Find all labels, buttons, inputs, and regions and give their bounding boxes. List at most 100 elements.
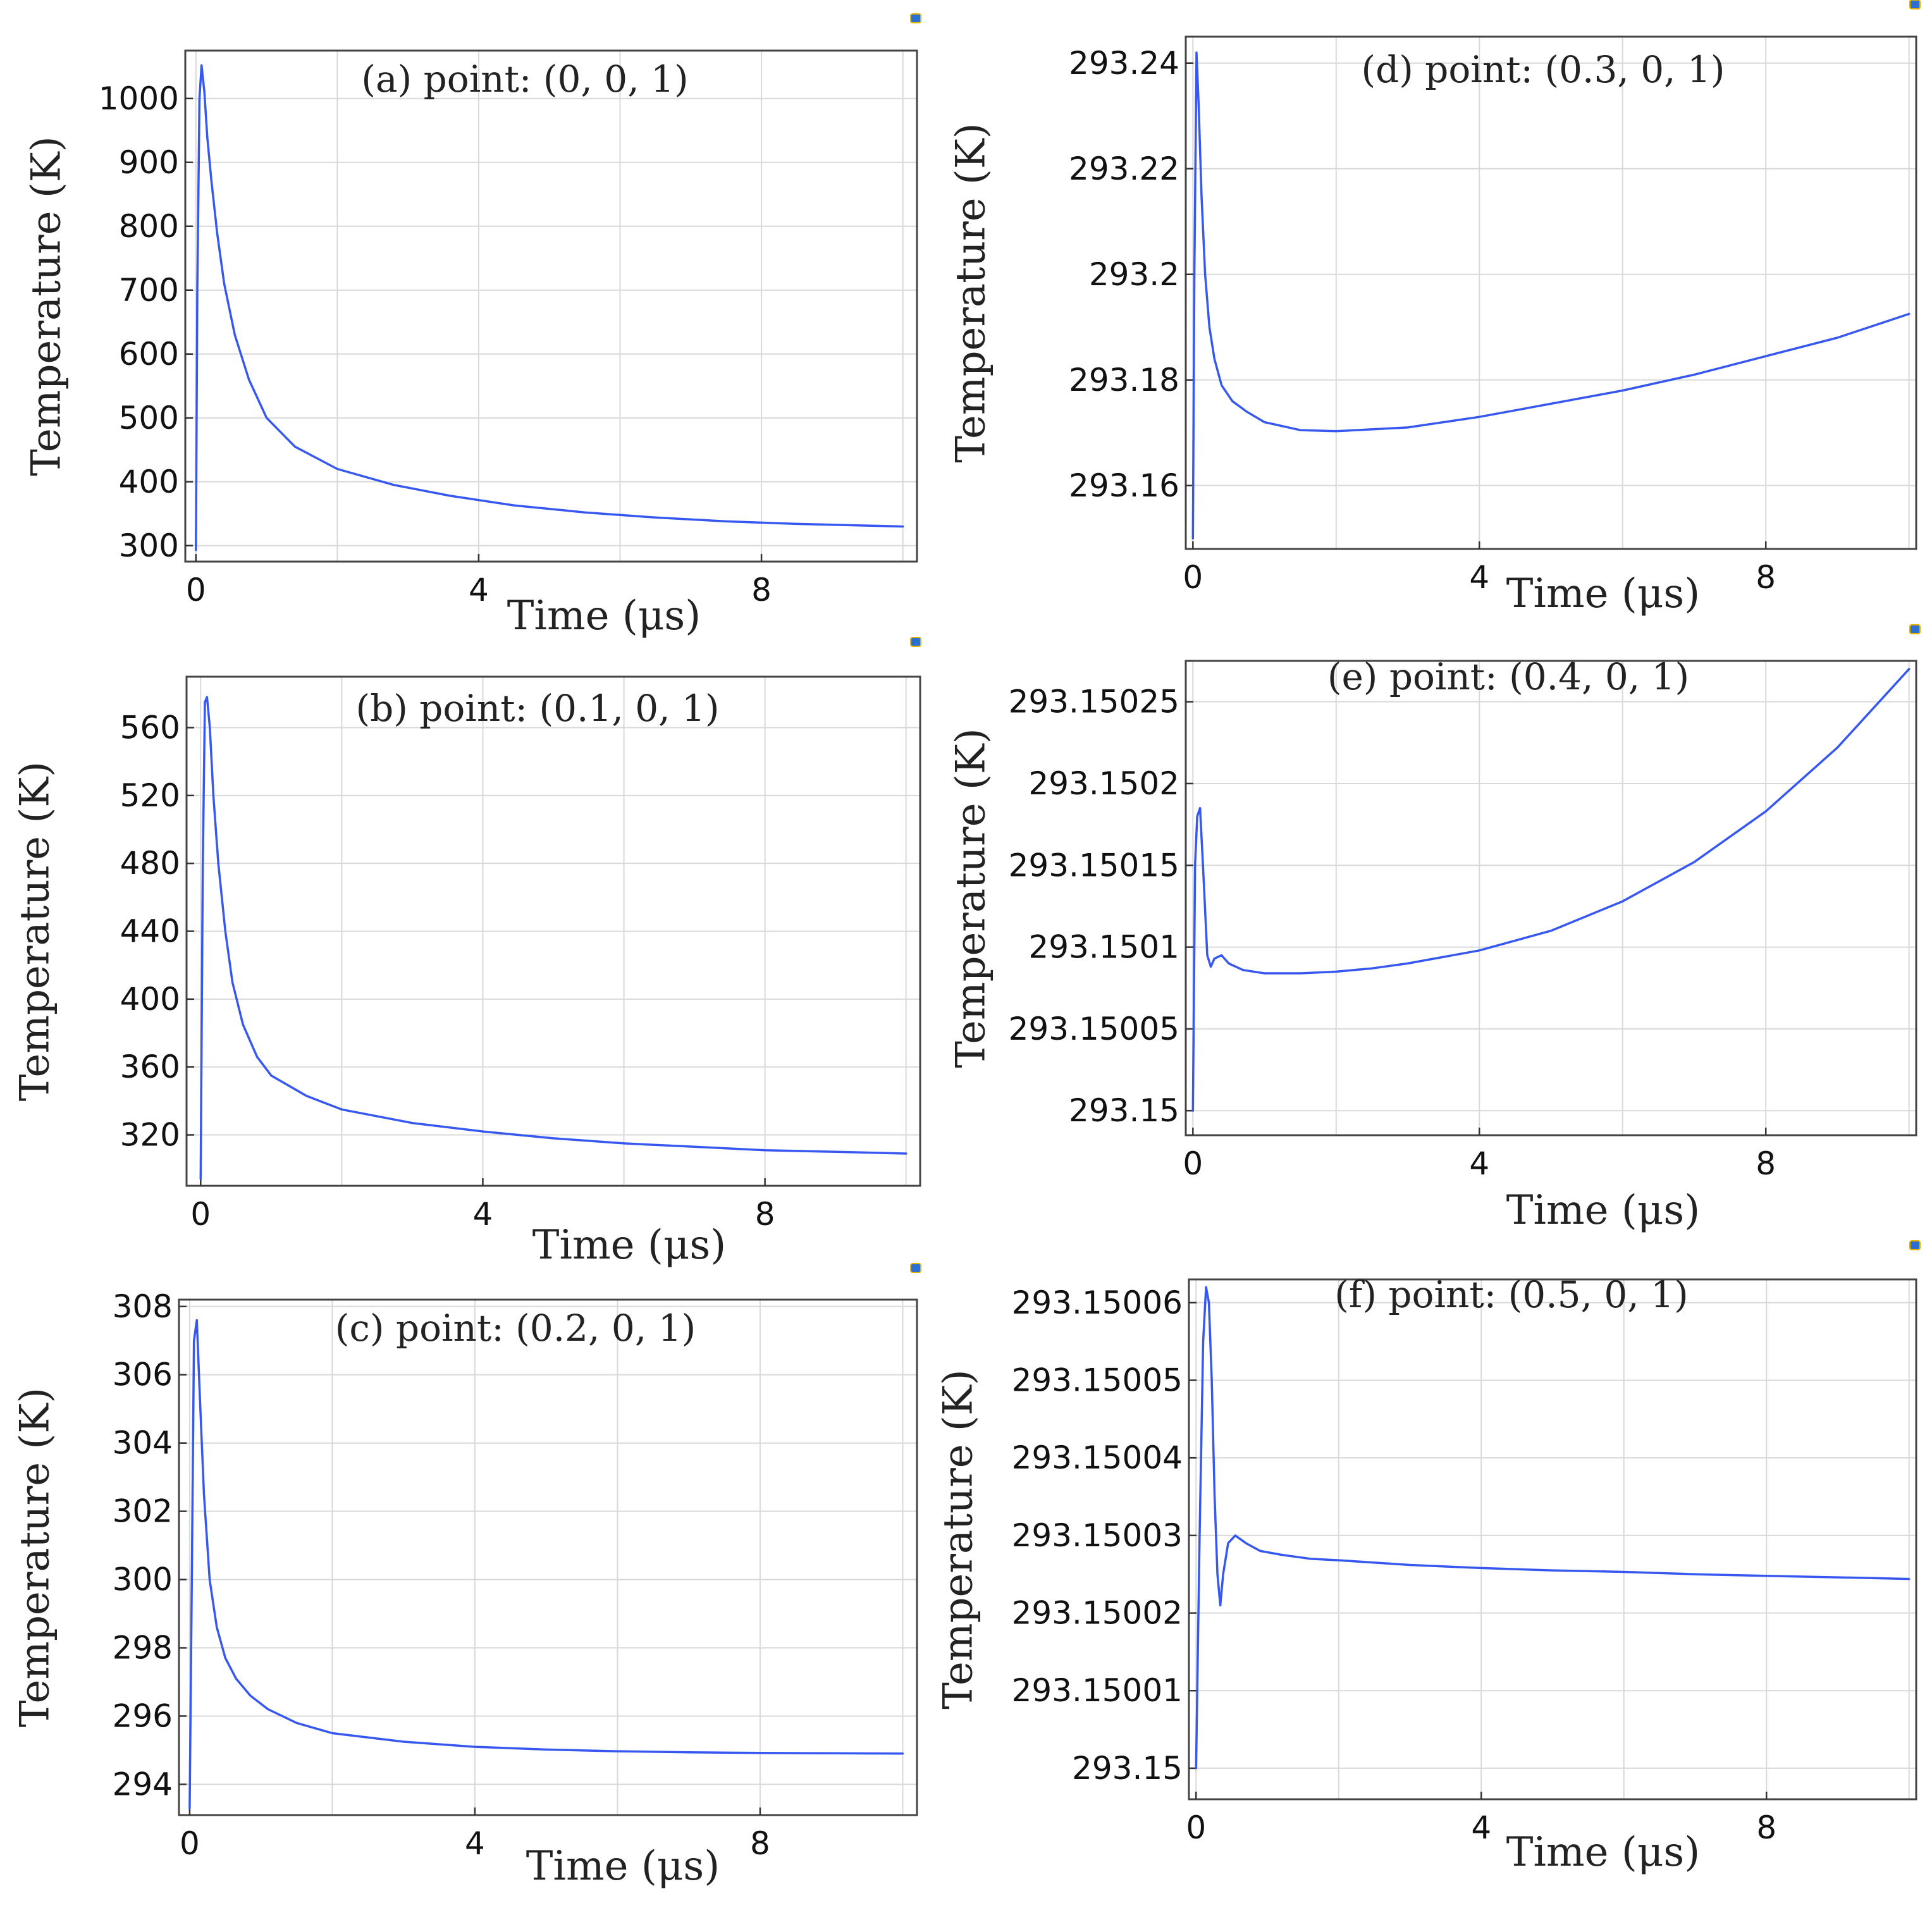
series-line-e (1191, 668, 1910, 1112)
y-axis-label: Temperature (K) (23, 136, 70, 476)
y-tick-label: 293.15005 (1012, 1362, 1183, 1398)
x-tick-label: 8 (1756, 559, 1776, 596)
chart-title: (c) point: (0.2, 0, 1) (335, 1307, 696, 1350)
export-icon[interactable] (910, 13, 921, 23)
export-icon[interactable] (910, 1263, 921, 1273)
y-tick-label: 600 (119, 336, 179, 373)
y-axis-label: Temperature (K) (948, 123, 995, 462)
x-tick-label: 0 (1183, 1145, 1203, 1182)
y-tick-label: 440 (120, 913, 180, 950)
x-tick-label: 4 (1469, 1145, 1489, 1182)
chart-panel-d: 0 4 8 293.16 293.18 293.2 293.22 293.24 (d) poin… (948, 0, 1921, 617)
y-tick-label: 293.15025 (1009, 684, 1179, 720)
y-axis-label: Temperature (K) (935, 1369, 982, 1709)
y-tick-label: 293.15005 (1009, 1011, 1179, 1047)
x-axis-label: Time (μs) (1506, 1829, 1700, 1876)
x-tick-label: 0 (1183, 559, 1203, 596)
y-tick-label: 500 (119, 400, 179, 436)
x-tick-label: 4 (465, 1825, 485, 1862)
chart-title: (a) point: (0, 0, 1) (361, 58, 688, 101)
y-tick-label: 520 (120, 777, 180, 814)
y-tick-label: 400 (119, 464, 179, 500)
chart-title: (b) point: (0.1, 0, 1) (355, 687, 719, 730)
chart-panel-f: 0 4 8 293.15 293.15001 293.15002 293.15003 293.… (935, 1240, 1921, 1876)
chart-panel-e: 0 4 8 293.15 293.15005 293.1501 293.15015 293.1… (948, 624, 1921, 1234)
export-icon[interactable] (1909, 0, 1921, 9)
y-tick-label: 293.1502 (1028, 765, 1179, 802)
x-axis-label: Time (μs) (526, 1843, 720, 1890)
x-tick-label: 0 (190, 1196, 211, 1233)
y-axis-label: Temperature (K) (948, 728, 995, 1068)
y-tick-label: 304 (113, 1425, 173, 1462)
plot-frame (178, 1298, 918, 1816)
x-tick-label: 4 (1471, 1809, 1491, 1846)
x-axis-label: Time (μs) (1506, 570, 1700, 617)
x-tick-label: 0 (1186, 1809, 1206, 1846)
plot-frame (1188, 1278, 1917, 1801)
x-axis-label: Time (μs) (1506, 1187, 1700, 1234)
y-axis-label: Temperature (K) (12, 761, 59, 1101)
series-line-f (1195, 1286, 1910, 1770)
y-tick-label: 320 (120, 1117, 180, 1154)
x-axis-label: Time (μs) (532, 1222, 726, 1269)
plot-frame (1184, 660, 1917, 1136)
y-tick-label: 293.15002 (1012, 1595, 1183, 1632)
y-tick-label: 293.15015 (1009, 847, 1179, 884)
y-tick-label: 293.15 (1069, 1092, 1179, 1129)
export-icon[interactable] (1909, 1240, 1921, 1250)
chart-panel-a: 0 4 8 300 400 500 600 700 800 900 1000 (a) point: (… (23, 13, 921, 639)
y-tick-label: 293.15003 (1012, 1517, 1183, 1554)
plot-frame (1184, 35, 1917, 550)
y-tick-label: 293.18 (1069, 362, 1179, 398)
y-tick-label: 302 (113, 1493, 173, 1530)
y-tick-label: 293.1501 (1028, 929, 1179, 966)
y-tick-label: 700 (119, 272, 179, 309)
series-line-d (1191, 51, 1910, 540)
y-tick-label: 293.15 (1072, 1750, 1183, 1787)
series-line-c (188, 1319, 904, 1809)
x-tick-label: 4 (1469, 559, 1489, 596)
y-tick-label: 293.22 (1069, 151, 1179, 187)
chart-panel-b: 0 4 8 320 360 400 440 480 520 560 (b) point: (0.1,… (12, 637, 921, 1269)
y-tick-label: 900 (119, 144, 179, 181)
chart-title: (d) point: (0.3, 0, 1) (1361, 48, 1725, 91)
x-tick-label: 4 (473, 1196, 493, 1233)
y-axis-label: Temperature (K) (12, 1388, 59, 1727)
x-tick-label: 8 (755, 1196, 775, 1233)
chart-panel-c: 0 4 8 294 296 298 300 302 304 306 308 (c) point: (0… (12, 1263, 921, 1890)
x-tick-label: 0 (186, 572, 206, 608)
export-icon[interactable] (1909, 624, 1921, 634)
y-tick-label: 296 (113, 1697, 173, 1734)
x-tick-label: 0 (180, 1825, 200, 1862)
y-tick-label: 308 (113, 1288, 173, 1325)
series-line-b (199, 696, 908, 1181)
y-tick-label: 293.16 (1069, 467, 1179, 504)
y-tick-label: 480 (120, 845, 180, 882)
y-tick-label: 300 (119, 527, 179, 564)
y-tick-label: 293.15006 (1012, 1284, 1183, 1321)
y-tick-label: 294 (113, 1766, 173, 1802)
x-tick-label: 8 (1756, 1145, 1776, 1182)
chart-title: (f) point: (0.5, 0, 1) (1334, 1273, 1688, 1316)
y-tick-label: 560 (120, 710, 180, 746)
plot-frame (184, 49, 918, 563)
y-tick-label: 293.15001 (1012, 1672, 1183, 1709)
y-tick-label: 360 (120, 1049, 180, 1085)
x-tick-label: 4 (469, 572, 489, 608)
x-tick-label: 8 (1756, 1809, 1776, 1846)
y-tick-label: 293.15004 (1012, 1439, 1183, 1476)
y-tick-label: 1000 (99, 80, 179, 117)
y-tick-label: 306 (113, 1357, 173, 1393)
y-tick-label: 300 (113, 1561, 173, 1598)
x-tick-label: 8 (751, 572, 772, 608)
y-tick-label: 293.24 (1069, 45, 1179, 82)
export-icon[interactable] (910, 637, 921, 647)
x-axis-label: Time (μs) (507, 593, 701, 639)
x-tick-label: 8 (750, 1825, 770, 1862)
series-line-a (195, 64, 904, 551)
y-tick-label: 400 (120, 981, 180, 1018)
y-tick-label: 800 (119, 208, 179, 245)
y-tick-label: 293.2 (1089, 256, 1179, 293)
